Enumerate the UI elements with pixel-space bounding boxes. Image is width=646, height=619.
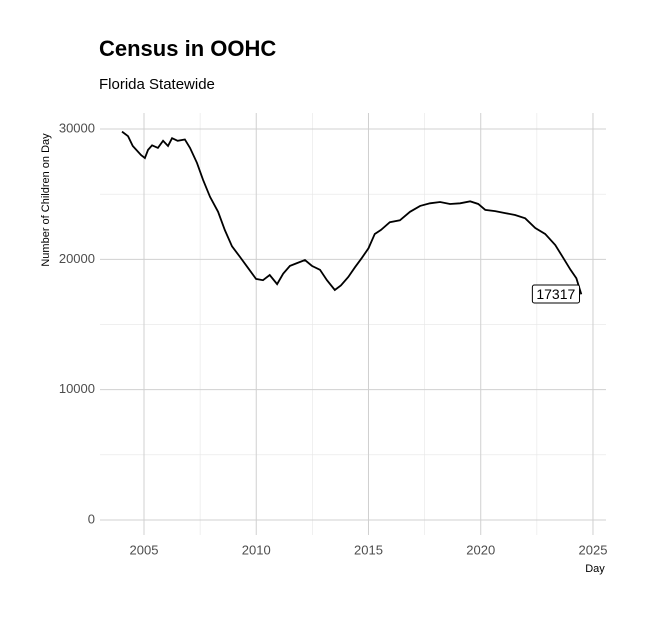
x-axis-title: Day xyxy=(585,563,605,575)
chart-subtitle: Florida Statewide xyxy=(99,76,215,93)
data-label: 17317 xyxy=(536,286,575,302)
y-tick-label: 20000 xyxy=(59,251,95,266)
x-tick-label: 2010 xyxy=(242,542,271,557)
x-tick-label: 2025 xyxy=(579,542,608,557)
x-tick-label: 2005 xyxy=(130,542,159,557)
x-tick-label: 2020 xyxy=(466,542,495,557)
y-tick-label: 10000 xyxy=(59,381,95,396)
chart-title: Census in OOHC xyxy=(99,36,276,61)
y-tick-label: 30000 xyxy=(59,120,95,135)
y-tick-label: 0 xyxy=(88,511,95,526)
data-label-box xyxy=(531,284,581,304)
x-tick-label: 2015 xyxy=(354,542,383,557)
line xyxy=(121,130,583,295)
y-axis-title: Number of Children on Day xyxy=(40,133,52,267)
